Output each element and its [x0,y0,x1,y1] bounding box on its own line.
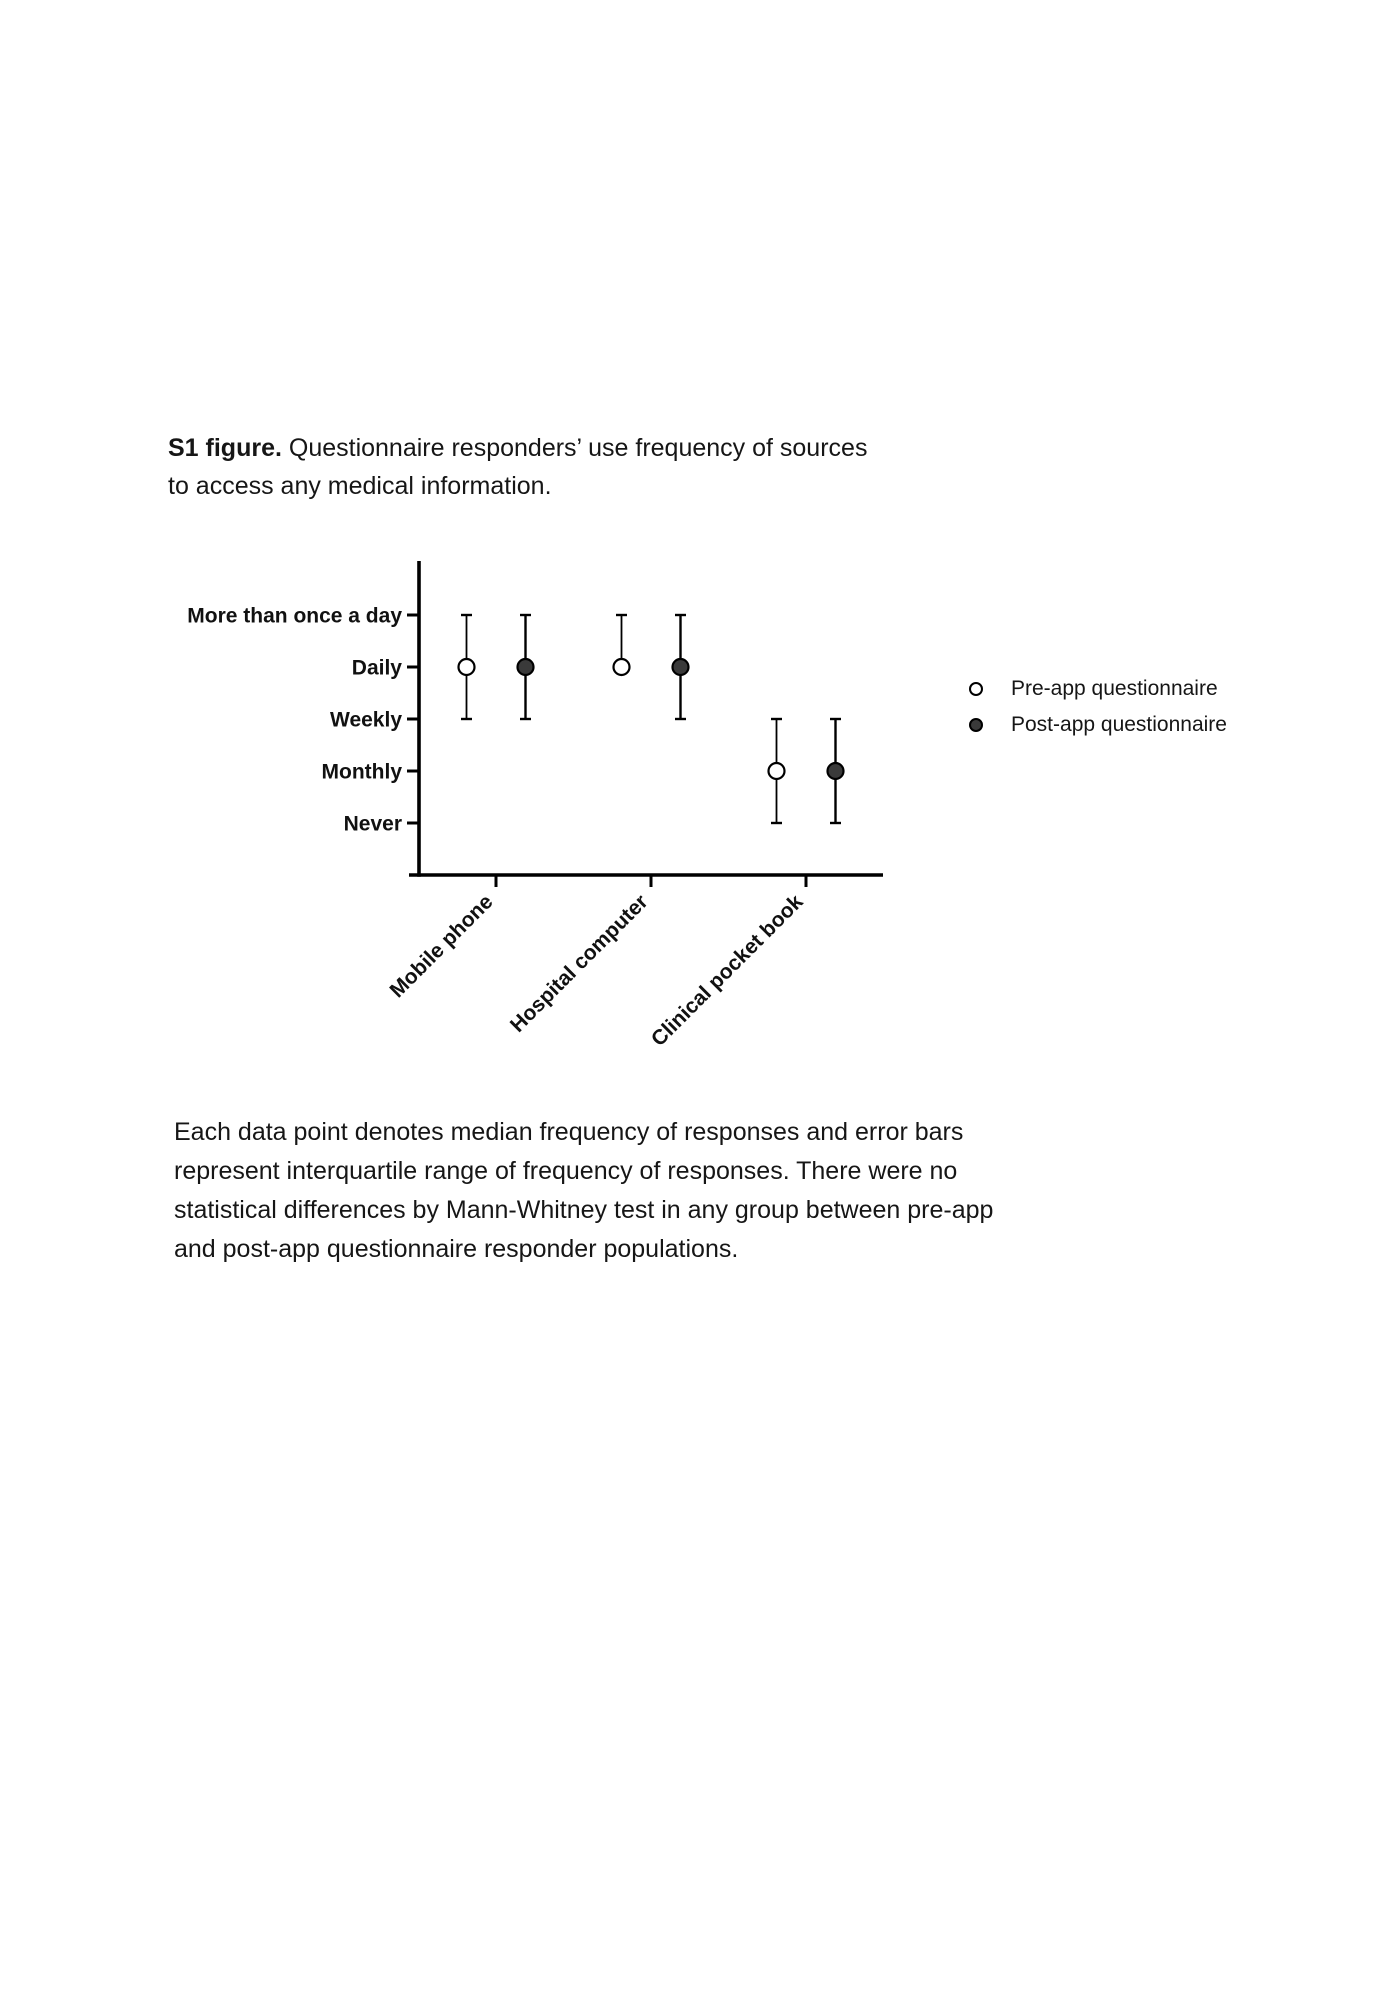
y-axis-label: More than once a day [187,605,402,628]
x-axis-label: Hospital computer [506,890,653,1037]
open-circle-icon [969,682,983,696]
median-marker-filled [516,657,535,677]
x-axis-label: Clinical pocket book [647,890,808,1051]
figure-title-line1: S1 figure. Questionnaire responders’ use… [168,429,867,467]
figure-title: S1 figure. Questionnaire responders’ use… [168,429,867,505]
y-axis-label: Never [344,813,402,836]
legend-label-pre-app: Pre-app questionnaire [1011,677,1218,700]
caption-line: represent interquartile range of frequen… [174,1157,958,1185]
y-axis-label: Daily [352,657,403,680]
legend-item-pre-app: Pre-app questionnaire [969,677,1227,700]
median-marker-filled [826,761,845,781]
caption-line: Each data point denotes median frequency… [174,1118,964,1146]
y-axis-label: Monthly [322,761,403,784]
x-axis-label: Mobile phone [386,890,498,1002]
figure-title-line2: to access any medical information. [168,472,552,500]
median-marker-filled [671,657,690,677]
caption-line: and post-app questionnaire responder pop… [174,1235,739,1263]
median-marker-open [767,761,786,781]
y-axis-label: Weekly [330,709,402,732]
median-marker-open [457,657,476,677]
figure-label: S1 figure. [168,434,282,462]
chart-legend: Pre-app questionnaire Post-app questionn… [969,677,1227,750]
filled-circle-icon [969,718,983,732]
median-marker-open [612,657,631,677]
legend-item-post-app: Post-app questionnaire [969,713,1227,736]
legend-label-post-app: Post-app questionnaire [1011,713,1227,736]
caption-line: statistical differences by Mann-Whitney … [174,1196,994,1224]
figure-title-text: Questionnaire responders’ use frequency … [288,434,868,462]
figure-caption: Each data point denotes median frequency… [174,1113,993,1269]
